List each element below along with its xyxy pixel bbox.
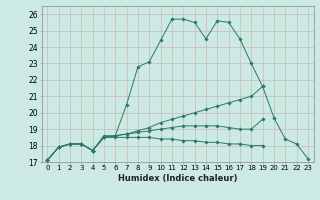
X-axis label: Humidex (Indice chaleur): Humidex (Indice chaleur) <box>118 174 237 183</box>
